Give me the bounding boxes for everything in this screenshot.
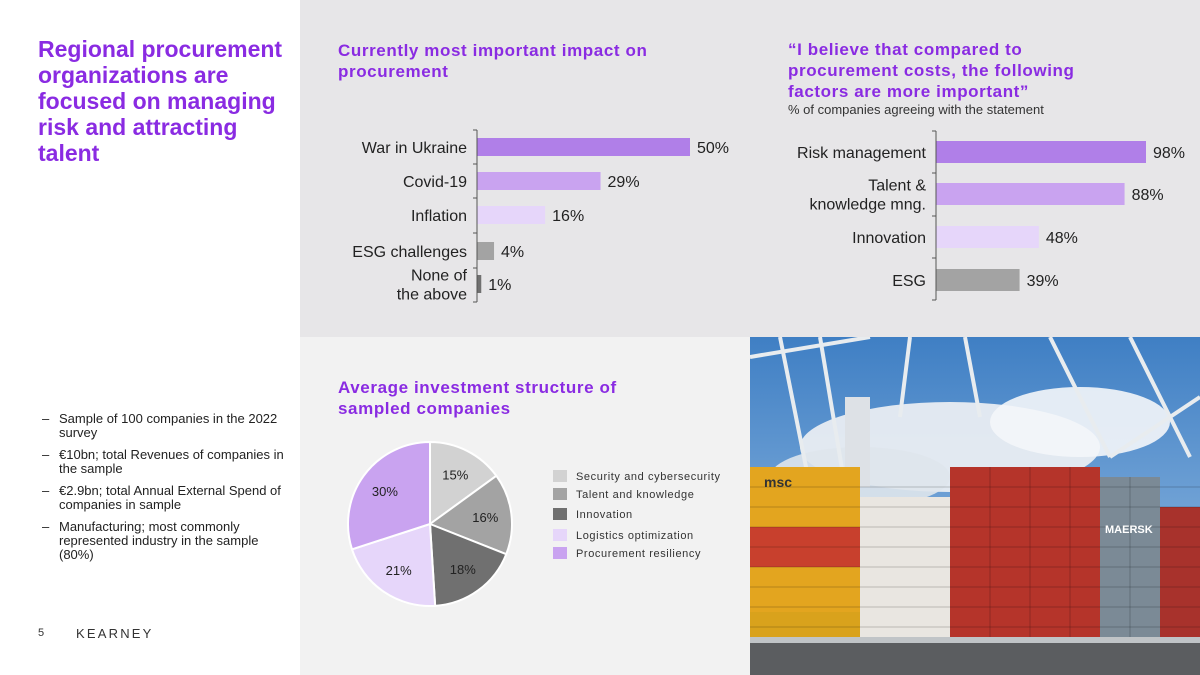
legend-swatch — [553, 470, 567, 482]
pie-slice-0 — [429, 440, 498, 526]
category-label: the above — [397, 287, 467, 304]
note-text: Sample of 100 companies in the 2022 surv… — [59, 411, 278, 440]
legend-label: Innovation — [576, 509, 633, 521]
bar-value-label: 88% — [1132, 187, 1164, 204]
note-dash: – — [42, 483, 50, 498]
legend-label: Security and cybersecurity — [576, 471, 721, 483]
page-number: 5 — [38, 627, 45, 639]
container-stack — [750, 467, 860, 527]
note-dash: – — [42, 519, 50, 534]
impact-chart-panel: Currently most important impact on procu… — [300, 0, 750, 337]
bar-0 — [477, 138, 690, 156]
crane-structure — [750, 337, 1200, 488]
category-label: Innovation — [852, 230, 926, 247]
bar-value-label: 1% — [488, 277, 511, 294]
bar-4 — [477, 275, 482, 293]
container-lines — [750, 467, 1200, 647]
note-item: – Sample of 100 companies in the 2022 sur… — [40, 412, 285, 440]
bar-1 — [936, 183, 1125, 205]
impact-chart-title: Currently most important impact on procu… — [338, 41, 648, 81]
bar-3 — [936, 269, 1020, 291]
msc-label: msc — [764, 474, 792, 490]
category-label: knowledge mng. — [809, 197, 926, 214]
note-text: Manufacturing; most commonly represented… — [59, 519, 259, 562]
container-stack — [750, 527, 860, 567]
bar-value-label: 4% — [501, 244, 524, 261]
container-stack — [1160, 507, 1200, 647]
factors-chart-subtitle: % of companies agreeing with the stateme… — [788, 102, 1044, 117]
category-label: Inflation — [411, 208, 467, 225]
category-label: None of — [411, 268, 468, 285]
category-label: Risk management — [797, 145, 927, 162]
category-label: ESG challenges — [352, 244, 467, 261]
investment-chart-panel: Average investment structure of sampled … — [300, 337, 750, 675]
factors-chart-title: “I believe that compared to procurement … — [788, 40, 1075, 101]
legend-swatch — [553, 508, 567, 520]
bar-value-label: 39% — [1027, 273, 1059, 290]
cloud — [990, 387, 1170, 457]
legend-label: Procurement resiliency — [576, 548, 701, 560]
impact-bar-chart: 50% War in Ukraine 29% Covid-19 16% Inflation… — [352, 129, 729, 304]
bar-value-label: 29% — [608, 174, 640, 191]
bar-1 — [477, 172, 601, 190]
bar-value-label: 48% — [1046, 230, 1078, 247]
bar-value-label: 50% — [697, 140, 729, 157]
ship-hull — [750, 642, 1200, 675]
container-port-photo: MAERSK msc — [750, 337, 1200, 675]
note-item: – €10bn; total Revenues of companies in t… — [40, 448, 285, 476]
maersk-label: MAERSK — [1105, 524, 1153, 536]
note-item: – €2.9bn; total Annual External Spend of … — [40, 484, 285, 512]
container-stack — [750, 567, 860, 612]
legend-label: Logistics optimization — [576, 530, 694, 542]
page-title: Regional procurement organizations are f… — [38, 36, 283, 166]
factors-bar-chart: 98% Risk management 88% Talent & knowledge m… — [797, 130, 1185, 301]
pie-slice-label: 18% — [450, 562, 476, 577]
factors-chart-panel: “I believe that compared to procurement … — [750, 0, 1200, 337]
container-stack — [950, 467, 1100, 647]
pie-slice-label: 21% — [386, 563, 412, 578]
sample-notes: – Sample of 100 companies in the 2022 sur… — [40, 412, 285, 570]
legend-swatch — [553, 488, 567, 500]
category-label: Covid-19 — [403, 174, 467, 191]
category-label: Talent & — [868, 178, 926, 195]
pie-slice-1 — [427, 474, 513, 556]
pie-slice-3 — [350, 522, 437, 607]
pie-slice-4 — [347, 440, 431, 551]
pie-slice-2 — [428, 522, 508, 607]
note-dash: – — [42, 447, 50, 462]
container-stack — [860, 497, 950, 647]
legend-swatch — [553, 529, 567, 541]
note-dash: – — [42, 411, 50, 426]
legend-label: Talent and knowledge — [576, 489, 694, 501]
note-text: €2.9bn; total Annual External Spend of c… — [59, 483, 281, 512]
bar-value-label: 16% — [552, 208, 584, 225]
note-text: €10bn; total Revenues of companies in th… — [59, 447, 284, 476]
container-stack — [1100, 477, 1160, 647]
bar-3 — [477, 242, 495, 260]
investment-chart-title: Average investment structure of sampled … — [338, 378, 617, 418]
brand-logo-text: KEARNEY — [76, 626, 154, 641]
bar-2 — [936, 226, 1039, 248]
pie-slice-label: 16% — [472, 510, 498, 525]
category-label: War in Ukraine — [362, 140, 467, 157]
legend-swatch — [553, 547, 567, 559]
pie-slice-label: 30% — [372, 484, 398, 499]
investment-pie-chart: 15% 16% 18% 21% 30% Security and cybersecurit… — [347, 440, 721, 607]
note-item: – Manufacturing; most commonly represente… — [40, 520, 285, 562]
pie-slice-label: 15% — [442, 467, 468, 482]
category-label: ESG — [892, 273, 926, 290]
bar-0 — [936, 141, 1146, 163]
ship-deck — [750, 637, 1200, 643]
bar-2 — [477, 206, 546, 224]
bar-value-label: 98% — [1153, 145, 1185, 162]
